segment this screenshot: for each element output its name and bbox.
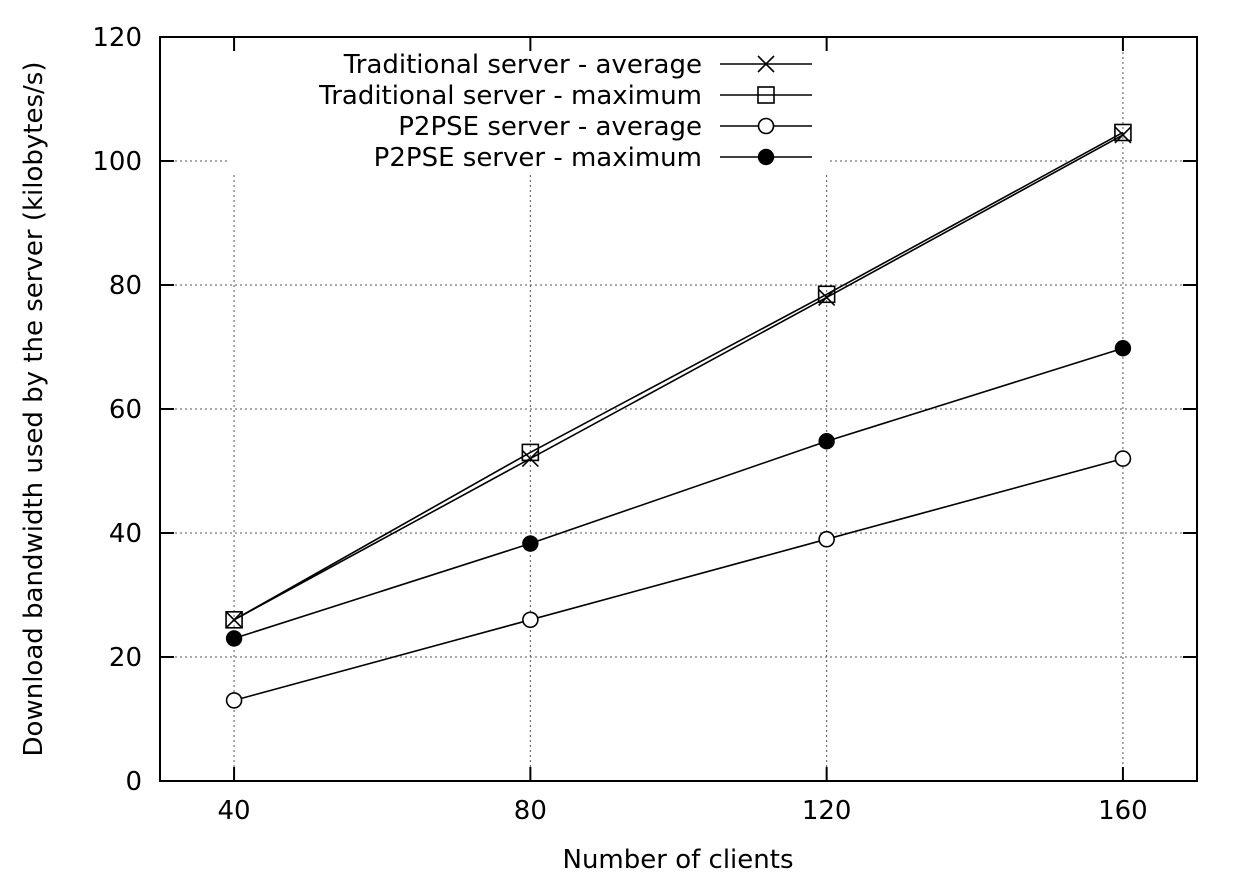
data-point [225, 610, 243, 629]
legend-marker [757, 117, 775, 135]
series-line [233, 131, 1124, 621]
series-3 [225, 340, 1132, 647]
legend-entry: Traditional server - maximum [318, 81, 812, 111]
legend-marker [757, 86, 775, 104]
y-tick-label: 120 [92, 23, 142, 53]
data-point [1114, 340, 1132, 357]
axis-ticks: 0 20 40 60 80 100 120 40 80 120 160 [92, 23, 1197, 826]
data-point [521, 443, 540, 462]
series-line [233, 347, 1124, 640]
series-1 [225, 123, 1132, 629]
x-tick-label: 80 [514, 796, 547, 826]
y-tick-label: 20 [109, 643, 142, 673]
legend: Traditional server - averageTraditional … [318, 50, 812, 173]
data-point [1114, 123, 1132, 142]
y-tick-label: 40 [109, 519, 142, 549]
data-point [522, 535, 539, 552]
grid [160, 37, 1197, 781]
legend-marker [757, 148, 775, 166]
data-point [522, 611, 539, 629]
legend-label: Traditional server - average [343, 50, 702, 80]
series-line [233, 457, 1124, 702]
data-point [225, 630, 243, 647]
data-point [818, 530, 835, 548]
series-layer [225, 123, 1132, 709]
legend-entry: P2PSE server - average [398, 112, 812, 142]
series-2 [225, 450, 1132, 709]
x-axis-label: Number of clients [563, 845, 794, 875]
data-point [521, 450, 539, 468]
data-point [817, 285, 836, 304]
legend-entry: P2PSE server - maximum [374, 143, 812, 173]
x-tick-label: 160 [1098, 796, 1148, 826]
y-tick-label: 60 [109, 395, 142, 425]
legend-marker [757, 55, 775, 73]
legend-label: P2PSE server - maximum [374, 143, 702, 173]
data-point [225, 692, 243, 709]
series-line [233, 134, 1124, 621]
legend-label: P2PSE server - average [398, 112, 702, 142]
data-point [1114, 450, 1132, 467]
legend-entry: Traditional server - average [343, 50, 812, 80]
data-point [225, 611, 243, 629]
x-tick-label: 120 [802, 796, 852, 826]
y-tick-label: 80 [109, 271, 142, 301]
y-axis-label: Download bandwidth used by the server (k… [19, 62, 49, 757]
legend-label: Traditional server - maximum [318, 81, 702, 111]
data-point [818, 433, 835, 450]
y-tick-label: 100 [92, 147, 142, 177]
y-tick-label: 0 [125, 767, 142, 797]
x-tick-label: 40 [218, 796, 251, 826]
